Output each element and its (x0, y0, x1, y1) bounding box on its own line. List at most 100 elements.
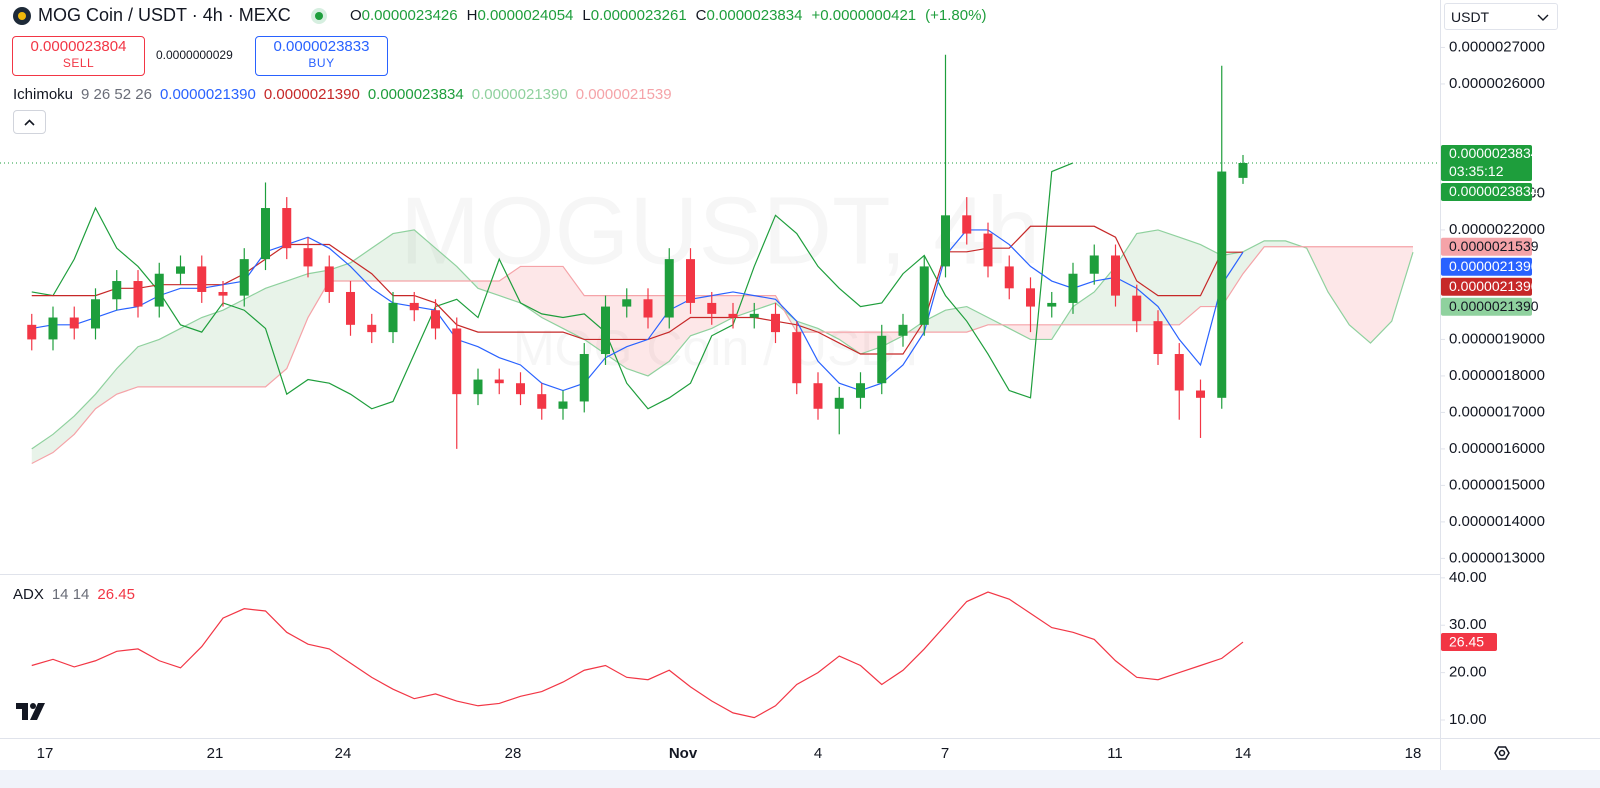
cloud-fill (393, 229, 415, 282)
y-tick-label: 30.00 (1449, 616, 1487, 633)
buy-label: BUY (308, 56, 335, 70)
ohlc-value: 0.0000023426 (361, 7, 458, 24)
cloud-fill (563, 266, 585, 340)
price-tag-label: 0.0000021390 (1449, 298, 1539, 314)
candle-body (91, 299, 100, 329)
buy-button[interactable]: 0.0000023833 BUY (255, 36, 388, 76)
x-tick-label: 11 (1107, 745, 1123, 762)
chevron-up (24, 119, 35, 126)
candle-body (1196, 390, 1205, 398)
cloud-fill (159, 328, 181, 387)
candle-body (601, 306, 610, 355)
cloud-fill (1136, 229, 1158, 325)
tradingview-logo (16, 703, 45, 720)
y-tick-label: 0.0000027000 (1449, 38, 1545, 55)
candle-body (1217, 171, 1227, 398)
candle-body (537, 394, 547, 409)
sell-label: SELL (62, 56, 95, 70)
ichimoku-legend: Ichimoku 9 26 52 26 0.0000021390 0.000002… (13, 86, 672, 103)
candle-body (1068, 273, 1078, 303)
price-tag-label: 0.0000021390 (1449, 258, 1539, 274)
candle-body (919, 266, 929, 325)
cloud-fill (1094, 266, 1116, 325)
candle-body (367, 324, 377, 333)
cloud-fill (1264, 240, 1286, 247)
indicator-value: 26.45 (97, 586, 135, 603)
candle-body (558, 401, 568, 409)
y-tick-label: 10.00 (1449, 711, 1487, 728)
dropdown-chevron (1537, 14, 1549, 21)
change-percent: (+1.80%) (925, 7, 987, 24)
y-tick-label: 0.0000026000 (1449, 75, 1545, 92)
candle-body (494, 379, 504, 384)
candle-body (282, 208, 292, 249)
sell-button[interactable]: 0.0000023804 SELL (12, 36, 145, 76)
adx-pane (31, 591, 1244, 719)
candle-body (1153, 321, 1163, 355)
x-tick-label: 14 (1235, 745, 1252, 762)
cloud-fill (414, 229, 436, 282)
cloud-fill (244, 288, 266, 387)
price-tag-label: 03:35:12 (1449, 163, 1504, 179)
candle-body (643, 299, 653, 318)
watermark: MOGUSDT, 4h (400, 177, 1040, 284)
settings-button[interactable] (1494, 746, 1510, 760)
x-tick-label: 17 (37, 745, 54, 762)
x-tick-label: Nov (669, 745, 698, 762)
candle-body (1111, 255, 1120, 296)
bottom-strip (0, 770, 1600, 788)
candle-body (1004, 266, 1014, 289)
cloud-fill (1200, 244, 1222, 307)
y-tick-label: 0.0000022000 (1449, 221, 1545, 238)
candle-body (154, 273, 164, 307)
x-tick-label: 24 (335, 745, 352, 762)
adx-legend: ADX 14 14 26.45 (13, 586, 135, 603)
candle-body (452, 328, 462, 395)
cloud-fill (329, 262, 351, 282)
coin-icon (13, 7, 31, 25)
candle-body (261, 208, 270, 260)
candle-body (112, 281, 122, 300)
indicator-value: 0.0000021390 (471, 86, 568, 103)
cloud-fill (499, 266, 521, 303)
ohlc-item: H0.0000024054 (467, 7, 574, 24)
candle-body (303, 248, 313, 267)
cloud-fill (53, 416, 75, 453)
x-tick-label: 7 (941, 745, 949, 762)
cloud-fill (435, 248, 457, 282)
cloud-fill (1030, 324, 1052, 340)
candle-body (431, 310, 440, 329)
ohlc-value: 0.0000024054 (477, 7, 574, 24)
y-tick-label: 0.0000018000 (1449, 367, 1545, 384)
ohlc-key: L (582, 7, 591, 24)
candle-body (834, 397, 844, 409)
candle-body (27, 324, 37, 340)
cloud-fill (839, 332, 861, 355)
candle-body (728, 313, 738, 318)
candle-body (941, 215, 950, 267)
indicator-value: 0.0000021539 (575, 86, 672, 103)
spread: 0.0000000029 (156, 48, 233, 62)
cloud-fill (690, 295, 712, 336)
candle-body (856, 383, 865, 398)
indicator-params: 9 26 52 26 (81, 86, 152, 103)
currency-select[interactable]: USDT (1444, 3, 1558, 30)
cloud-fill (669, 295, 691, 362)
price-tag-label: 0.0000021390 (1449, 278, 1539, 294)
cloud-fill (31, 434, 53, 464)
candle-body (69, 317, 79, 329)
y-tick-label: 0.0000014000 (1449, 513, 1545, 530)
cloud-fill (286, 273, 308, 369)
price-tag (1441, 257, 1532, 276)
candle-body (1238, 162, 1248, 178)
cloud-fill (605, 295, 627, 369)
collapse-legend-button[interactable] (13, 110, 46, 134)
cloud-fill (754, 295, 776, 311)
y-tick-label: 20.00 (1449, 664, 1487, 681)
cloud-fill (180, 317, 202, 387)
value-tag (1441, 633, 1497, 652)
x-tick-label: 21 (207, 745, 224, 762)
ohlc-key: O (350, 7, 362, 24)
